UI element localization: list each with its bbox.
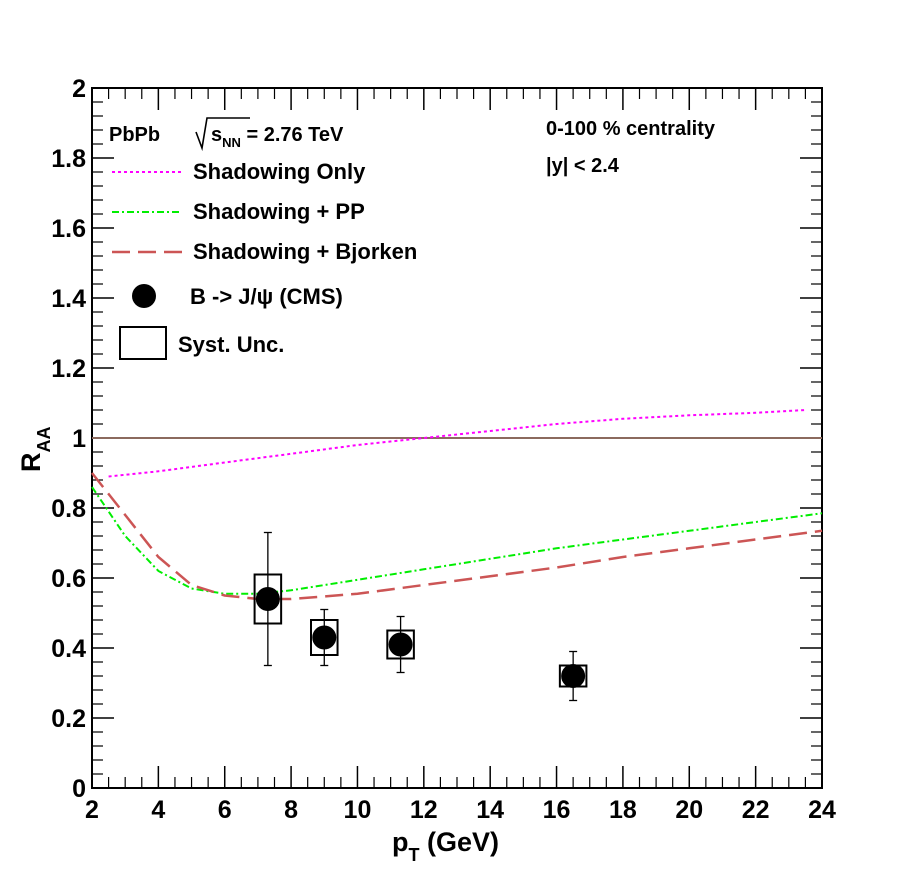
y-tick-label: 0.4 <box>51 635 86 663</box>
y-tick-label: 2 <box>72 75 86 103</box>
data-point <box>312 625 337 650</box>
x-tick-label: 20 <box>675 796 703 824</box>
x-tick-label: 24 <box>808 796 836 824</box>
x-tick-label: 6 <box>218 796 232 824</box>
cms-data-points <box>253 531 588 702</box>
legend-label-cms: B -> J/ψ (CMS) <box>190 284 343 309</box>
x-tick-label: 16 <box>543 796 571 824</box>
y-tick-label: 0.6 <box>51 565 86 593</box>
energy-label: sNN = 2.76 TeV <box>195 117 344 152</box>
legend-box-syst <box>119 326 167 360</box>
legend-label-shadowing-bjorken: Shadowing + Bjorken <box>193 239 417 264</box>
x-tick-label: 4 <box>151 796 165 824</box>
axis-tick-labels: 2 4 6 8 10 12 14 16 18 20 22 2400.20.40.60.811.21.4… <box>51 75 836 824</box>
y-tick-label: 1.8 <box>51 145 86 173</box>
x-tick-label: 8 <box>284 796 298 824</box>
data-point <box>255 587 280 611</box>
x-tick-label: 22 <box>742 796 770 824</box>
model-curves <box>91 409 823 601</box>
x-tick-label: 14 <box>476 796 504 824</box>
x-axis-title: pT (GeV) <box>392 827 499 865</box>
legend-label-syst: Syst. Unc. <box>178 332 284 357</box>
curve-shadowing-only <box>108 409 806 478</box>
data-point <box>388 632 413 657</box>
legend: Shadowing Only Shadowing + PP Shadowing … <box>112 159 417 360</box>
x-tick-label: 18 <box>609 796 637 824</box>
x-tick-label: 12 <box>410 796 438 824</box>
y-tick-label: 1.4 <box>51 285 86 313</box>
x-tick-label: 2 <box>85 796 99 824</box>
syst-box <box>386 629 415 660</box>
legend-label-shadowing-only: Shadowing Only <box>193 159 366 184</box>
system-label: PbPb <box>109 124 160 146</box>
curve-shadowing-pp <box>91 486 823 595</box>
y-tick-label: 0 <box>72 775 86 803</box>
data-point <box>561 664 586 688</box>
rapidity-label: |y| < 2.4 <box>546 155 620 177</box>
y-tick-label: 0.8 <box>51 495 86 523</box>
y-axis-title: RAA <box>16 427 54 473</box>
legend-marker-cms <box>132 284 156 308</box>
sqrt-symbol <box>195 117 250 152</box>
y-tick-label: 0.2 <box>51 705 86 733</box>
curve-shadowing-bjorken <box>91 472 823 601</box>
centrality-label: 0-100 % centrality <box>546 118 716 140</box>
axis-ticks <box>91 87 823 789</box>
syst-box <box>310 619 339 656</box>
legend-label-shadowing-pp: Shadowing + PP <box>193 199 365 224</box>
y-tick-label: 1.6 <box>51 215 86 243</box>
syst-box <box>253 573 283 625</box>
x-tick-label: 10 <box>344 796 372 824</box>
svg-text:sNN = 2.76 TeV: sNN = 2.76 TeV <box>211 124 344 150</box>
y-tick-label: 1.2 <box>51 355 86 383</box>
y-tick-label: 1 <box>72 425 86 453</box>
